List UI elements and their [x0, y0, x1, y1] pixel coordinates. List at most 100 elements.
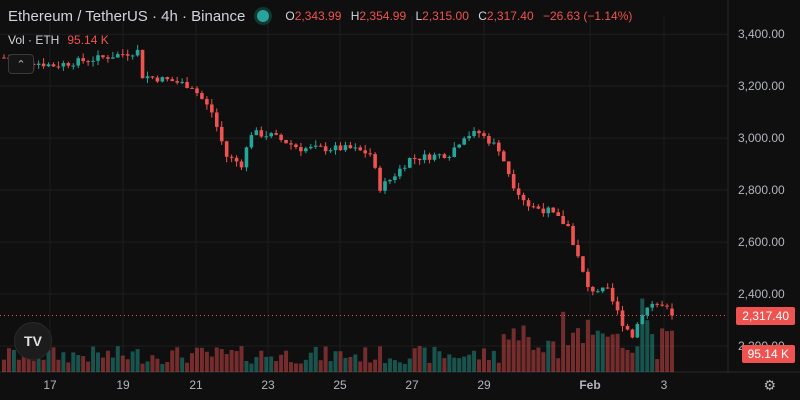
- volume-bar: [293, 363, 298, 372]
- candle: [343, 141, 348, 153]
- candle: [130, 54, 135, 60]
- candle: [279, 133, 283, 143]
- candle: [66, 61, 71, 69]
- volume-bar: [363, 347, 368, 372]
- candle: [665, 303, 669, 310]
- volume-bar: [605, 336, 610, 372]
- volume-bar: [566, 345, 571, 372]
- candle: [467, 131, 471, 141]
- volume-bar: [536, 347, 541, 372]
- candle: [591, 285, 595, 296]
- candle: [393, 173, 397, 184]
- candle: [630, 328, 635, 339]
- low-label: L: [415, 9, 423, 23]
- volume-bar: [279, 354, 284, 372]
- candle: [254, 127, 259, 136]
- volume-bar: [229, 349, 234, 372]
- volume-bar: [575, 328, 580, 372]
- candle: [36, 60, 41, 69]
- candle: [417, 158, 422, 165]
- candle: [566, 220, 570, 227]
- candle: [650, 300, 655, 312]
- candle: [373, 152, 377, 170]
- volume-bar: [31, 360, 36, 372]
- volume-bar: [115, 346, 120, 372]
- candle: [482, 130, 486, 139]
- candle: [353, 143, 358, 152]
- volume-bar: [214, 347, 219, 372]
- candle: [96, 50, 100, 66]
- candle: [180, 78, 184, 85]
- candle: [328, 148, 333, 154]
- volume-bar: [194, 347, 199, 372]
- candle: [472, 127, 476, 139]
- candle: [363, 145, 368, 158]
- low-value: 2,315.00: [422, 9, 469, 23]
- candle: [586, 268, 590, 292]
- volume-label[interactable]: Vol · ETH: [8, 33, 60, 47]
- candle: [155, 75, 160, 83]
- candle: [229, 154, 234, 163]
- candle: [422, 150, 427, 164]
- candle: [71, 63, 76, 70]
- open-value: 2,343.99: [294, 9, 342, 23]
- volume-bar: [328, 361, 333, 372]
- volume-bar: [61, 352, 66, 372]
- y-tick-label: 2,400.00: [738, 287, 785, 301]
- gear-icon[interactable]: ⚙: [763, 377, 776, 393]
- volume-bar: [412, 348, 417, 372]
- candle: [170, 76, 175, 82]
- volume-bar: [76, 355, 81, 372]
- volume-bar: [660, 328, 665, 372]
- volume-bar: [383, 363, 388, 372]
- candle: [452, 142, 457, 158]
- candle: [403, 164, 407, 172]
- candle: [145, 71, 150, 83]
- volume-bar: [120, 355, 125, 372]
- x-tick-label: 3: [661, 378, 668, 392]
- candle: [86, 59, 90, 66]
- volume-bar: [175, 347, 180, 372]
- candle: [239, 159, 244, 171]
- candle: [407, 157, 412, 169]
- volume-bar: [635, 346, 640, 372]
- volume-bar: [249, 363, 254, 372]
- symbol-title[interactable]: Ethereum / TetherUS · 4h · Binance: [8, 7, 246, 25]
- volume-bar: [338, 351, 343, 372]
- volume-bar: [551, 341, 556, 372]
- volume-bar: [368, 362, 373, 372]
- volume-legend: Vol · ETH 95.14 K: [8, 33, 109, 47]
- candle: [56, 61, 61, 70]
- candle: [571, 223, 575, 246]
- volume-bar: [234, 351, 239, 372]
- volume-bar: [378, 346, 383, 372]
- y-tick-label: 2,800.00: [738, 183, 785, 197]
- volume-bar: [496, 362, 501, 372]
- volume-bar: [323, 346, 328, 372]
- candle: [526, 198, 531, 211]
- candle: [427, 152, 432, 164]
- collapse-legend-button[interactable]: ⌃: [8, 54, 34, 74]
- x-tick-label: 23: [261, 378, 275, 392]
- x-tick-label: Feb: [579, 378, 600, 392]
- candle: [492, 138, 496, 145]
- volume-bar: [650, 334, 655, 372]
- volume-axis-label: 95.14 K: [741, 345, 795, 363]
- volume-bar: [274, 361, 279, 372]
- volume-bar: [190, 353, 195, 372]
- volume-bar: [259, 350, 264, 372]
- candle: [546, 206, 551, 218]
- volume-bar: [224, 354, 229, 372]
- volume-bar: [308, 352, 313, 372]
- candle: [398, 164, 402, 180]
- volume-bar: [185, 362, 190, 372]
- volume-bar: [486, 359, 491, 372]
- volume-bar: [595, 330, 600, 372]
- candle: [299, 142, 303, 157]
- candle: [244, 146, 249, 172]
- candle: [640, 314, 645, 325]
- tradingview-logo[interactable]: TV: [14, 322, 52, 360]
- volume-bar: [477, 359, 482, 372]
- candle: [383, 177, 387, 194]
